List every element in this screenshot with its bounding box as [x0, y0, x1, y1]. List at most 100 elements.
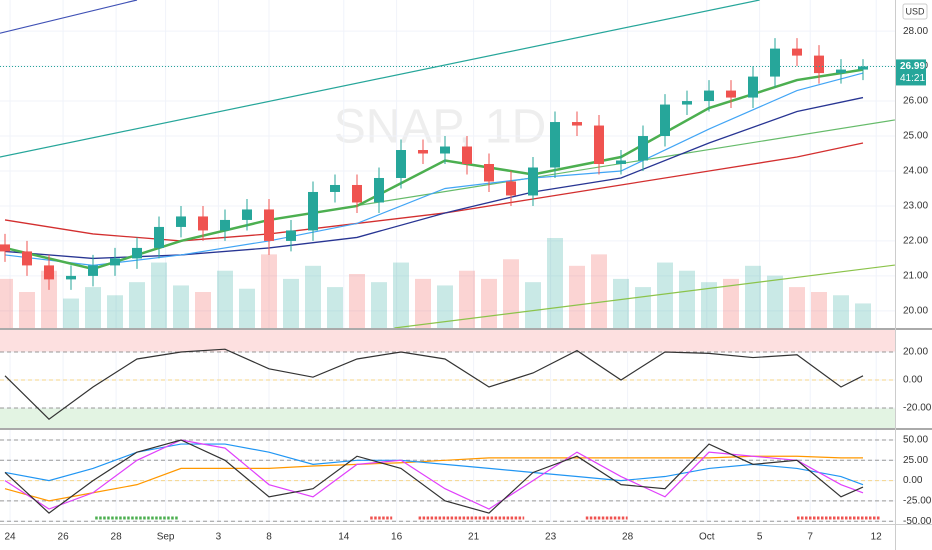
volume-bar: [327, 287, 343, 328]
volume-bar: [745, 265, 761, 328]
candle-body: [704, 90, 714, 102]
x-tick-label: 8: [266, 532, 272, 543]
candle-body: [0, 244, 10, 252]
volume-bar: [833, 295, 849, 328]
volume-bar: [679, 270, 695, 328]
volume-bar: [855, 303, 871, 328]
volume-bar: [261, 254, 277, 328]
y-tick-label: 26.00: [903, 96, 928, 107]
volume-bar: [129, 282, 145, 328]
volume-bar: [503, 259, 519, 328]
candle-body: [792, 48, 802, 56]
candle-body: [616, 160, 626, 164]
candle-body: [66, 275, 76, 280]
oscillator-line: [4, 439, 864, 514]
candle-body: [330, 184, 340, 192]
candle-body: [396, 150, 406, 178]
y-tick-label: -25.00: [903, 496, 932, 507]
candle-body: [286, 230, 296, 241]
y-tick-label: 0.00: [903, 375, 923, 386]
candle-body: [682, 101, 692, 105]
candle-body: [484, 164, 494, 182]
candle-body: [22, 251, 32, 266]
oscillator-line: [4, 443, 864, 486]
watermark: SNAP, 1D: [334, 101, 547, 154]
candle-body: [308, 191, 318, 231]
pane: [0, 0, 895, 328]
trend-line: [0, 0, 138, 34]
candle-body: [462, 146, 472, 164]
x-tick-label: 23: [545, 532, 557, 543]
x-tick-label: 28: [111, 532, 123, 543]
y-tick-label: 20.00: [903, 347, 928, 358]
oscillator-line: [4, 348, 864, 420]
volume-bar: [349, 274, 365, 328]
y-tick-label: 20.00: [903, 306, 928, 317]
x-tick-label: Sep: [157, 532, 175, 543]
x-tick-label: 26: [58, 532, 70, 543]
candle-body: [132, 247, 142, 259]
candle-body: [836, 69, 846, 74]
x-tick-label: 24: [4, 532, 16, 543]
volume-bar: [85, 287, 101, 328]
volume-bar: [767, 275, 783, 328]
candle-body: [242, 209, 252, 220]
volume-bar: [371, 282, 387, 328]
volume-bar: [701, 282, 717, 328]
volume-bar: [811, 292, 827, 328]
candle-body: [176, 216, 186, 227]
x-tick-label: 21: [468, 532, 480, 543]
candle-body: [154, 226, 164, 248]
last-price-badge: [896, 59, 926, 86]
volume-bar: [217, 270, 233, 328]
currency-badge[interactable]: [902, 3, 928, 20]
x-tick-label: 14: [338, 532, 350, 543]
x-tick-label: 28: [622, 532, 634, 543]
x-tick-label: 5: [757, 532, 763, 543]
y-tick-label: 25.00: [903, 131, 928, 142]
candle-body: [264, 209, 274, 241]
volume-bar: [657, 262, 673, 328]
last-price-label: 26.99: [900, 61, 925, 72]
volume-bar: [591, 254, 607, 328]
volume-bar: [283, 278, 299, 328]
volume-bar: [437, 285, 453, 328]
candle-body: [550, 122, 560, 168]
x-tick-label: Oct: [699, 532, 715, 543]
volume-bar: [723, 278, 739, 328]
band: [0, 407, 895, 428]
volume-bar: [547, 238, 563, 328]
volume-bar: [239, 288, 255, 328]
volume-bar: [195, 292, 211, 328]
volume-bar: [41, 270, 57, 328]
candle-body: [726, 90, 736, 98]
x-tick-label: 12: [871, 532, 883, 543]
candle-body: [220, 219, 230, 231]
y-tick-label: 22.00: [903, 236, 928, 247]
candle-body: [506, 181, 516, 196]
candle-body: [858, 66, 868, 70]
volume-bar: [63, 298, 79, 328]
moving-average: [4, 72, 864, 267]
countdown: 41:21: [900, 73, 925, 84]
y-tick-label: 24.00: [903, 166, 928, 177]
x-tick-label: 7: [807, 532, 813, 543]
volume-bar: [459, 270, 475, 328]
pane: [0, 430, 895, 522]
y-tick-label: 25.00: [903, 455, 928, 466]
volume-bar: [107, 295, 123, 328]
candle-body: [528, 167, 538, 196]
y-tick-label: 0.00: [903, 475, 923, 486]
volume-bar: [525, 282, 541, 328]
candle-body: [572, 122, 582, 126]
volume-bar: [393, 262, 409, 328]
x-tick-label: 16: [391, 532, 403, 543]
y-tick-label: 50.00: [903, 435, 928, 446]
oscillator-line: [4, 439, 864, 510]
y-tick-label: 28.00: [903, 26, 928, 37]
candle-body: [418, 150, 428, 154]
candle-body: [594, 125, 604, 164]
candle-body: [88, 265, 98, 276]
volume-bar: [151, 262, 167, 328]
trend-line: [330, 119, 895, 211]
